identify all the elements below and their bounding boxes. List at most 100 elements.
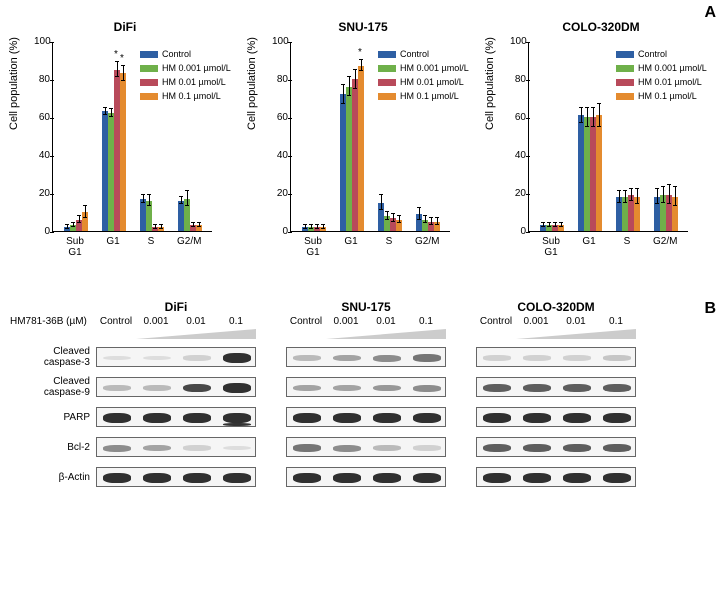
- chart-title: COLO-320DM: [486, 20, 716, 34]
- error-cap: [315, 224, 319, 225]
- error-bar: [349, 77, 350, 96]
- ytick: 40: [34, 150, 50, 161]
- error-bar: [587, 108, 588, 127]
- error-cap: [597, 126, 601, 127]
- legend-swatch: [140, 65, 158, 72]
- band: [143, 385, 171, 391]
- ytick: 0: [510, 226, 526, 237]
- ytick: 60: [510, 112, 526, 123]
- error-cap: [667, 203, 671, 204]
- band: [373, 413, 401, 422]
- error-bar: [593, 108, 594, 127]
- legend-label: Control: [638, 48, 667, 61]
- error-cap: [147, 205, 151, 206]
- band: [373, 473, 401, 482]
- error-cap: [77, 222, 81, 223]
- error-cap: [673, 205, 677, 206]
- gradient-wedge: [96, 329, 256, 339]
- error-cap: [391, 221, 395, 222]
- error-cap: [359, 70, 363, 71]
- ytick: 40: [272, 150, 288, 161]
- band: [223, 413, 251, 422]
- ytick: 80: [272, 74, 288, 85]
- band: [223, 446, 251, 451]
- legend-label: HM 0.01 µmol/L: [400, 76, 464, 89]
- ytick-mark: [288, 232, 292, 233]
- lane-label: 0.01: [556, 316, 596, 327]
- error-cap: [179, 203, 183, 204]
- gradient-wedge: [476, 329, 636, 339]
- xtick: G2/M: [653, 236, 677, 247]
- band: [603, 444, 631, 452]
- error-cap: [83, 217, 87, 218]
- protein-label: PARP: [10, 405, 96, 429]
- error-cap: [597, 103, 601, 104]
- band: [143, 473, 171, 482]
- xtick: S: [615, 236, 639, 247]
- blot-cell-line-title: COLO-320DM: [476, 300, 636, 314]
- error-cap: [185, 190, 189, 191]
- error-cap: [303, 228, 307, 229]
- ytick: 40: [510, 150, 526, 161]
- error-cap: [109, 116, 113, 117]
- error-bar: [355, 70, 356, 89]
- error-cap: [341, 84, 345, 85]
- error-cap: [159, 224, 163, 225]
- legend-swatch: [140, 51, 158, 58]
- legend-label: HM 0.001 µmol/L: [638, 62, 707, 75]
- band: [373, 385, 401, 392]
- error-cap: [109, 108, 113, 109]
- error-cap: [553, 226, 557, 227]
- lane-label: 0.01: [176, 316, 216, 327]
- error-cap: [623, 202, 627, 203]
- ytick: 20: [510, 188, 526, 199]
- blot-box: [96, 377, 256, 397]
- band: [103, 385, 131, 391]
- xtick: Sub G1: [301, 236, 325, 258]
- blot-cell-line-title: DiFi: [96, 300, 256, 314]
- blot-box: [96, 467, 256, 487]
- blot-row: Cleaved caspase-3: [10, 345, 716, 369]
- band: [293, 444, 321, 452]
- error-bar: [599, 104, 600, 127]
- blot-row: Cleaved caspase-9: [10, 375, 716, 399]
- lane-labels: Control0.0010.010.1: [96, 316, 256, 327]
- legend-item: HM 0.01 µmol/L: [378, 76, 469, 89]
- error-cap: [353, 88, 357, 89]
- blots-section: DiFiSNU-175COLO-320DMHM781-36B (µM)Contr…: [10, 300, 716, 495]
- lane-label: 0.001: [516, 316, 556, 327]
- legend: ControlHM 0.001 µmol/LHM 0.01 µmol/LHM 0…: [378, 48, 469, 104]
- error-cap: [115, 76, 119, 77]
- legend-swatch: [378, 79, 396, 86]
- band: [183, 413, 211, 422]
- band: [333, 473, 361, 482]
- bar: [120, 73, 126, 231]
- ytick: 20: [34, 188, 50, 199]
- blot-box: [96, 407, 256, 427]
- error-cap: [629, 188, 633, 189]
- legend-label: HM 0.01 µmol/L: [638, 76, 702, 89]
- legend-item: HM 0.1 µmol/L: [378, 90, 469, 103]
- band: [523, 444, 551, 452]
- legend-label: HM 0.1 µmol/L: [638, 90, 697, 103]
- lane-label: 0.001: [326, 316, 366, 327]
- band: [223, 383, 251, 392]
- band: [183, 384, 211, 393]
- blot-box: [476, 377, 636, 397]
- error-cap: [435, 224, 439, 225]
- ytick: 100: [272, 36, 288, 47]
- legend-label: Control: [162, 48, 191, 61]
- band: [223, 353, 251, 362]
- legend-item: HM 0.001 µmol/L: [378, 62, 469, 75]
- blot-row: β-Actin: [10, 465, 716, 489]
- xtick: G1: [101, 236, 125, 247]
- blot-box: [286, 467, 446, 487]
- lane-label: 0.001: [136, 316, 176, 327]
- error-cap: [153, 224, 157, 225]
- band: [483, 444, 511, 452]
- xtick: G2/M: [415, 236, 439, 247]
- band: [143, 356, 171, 361]
- error-cap: [655, 203, 659, 204]
- legend-item: HM 0.1 µmol/L: [616, 90, 707, 103]
- band: [143, 445, 171, 451]
